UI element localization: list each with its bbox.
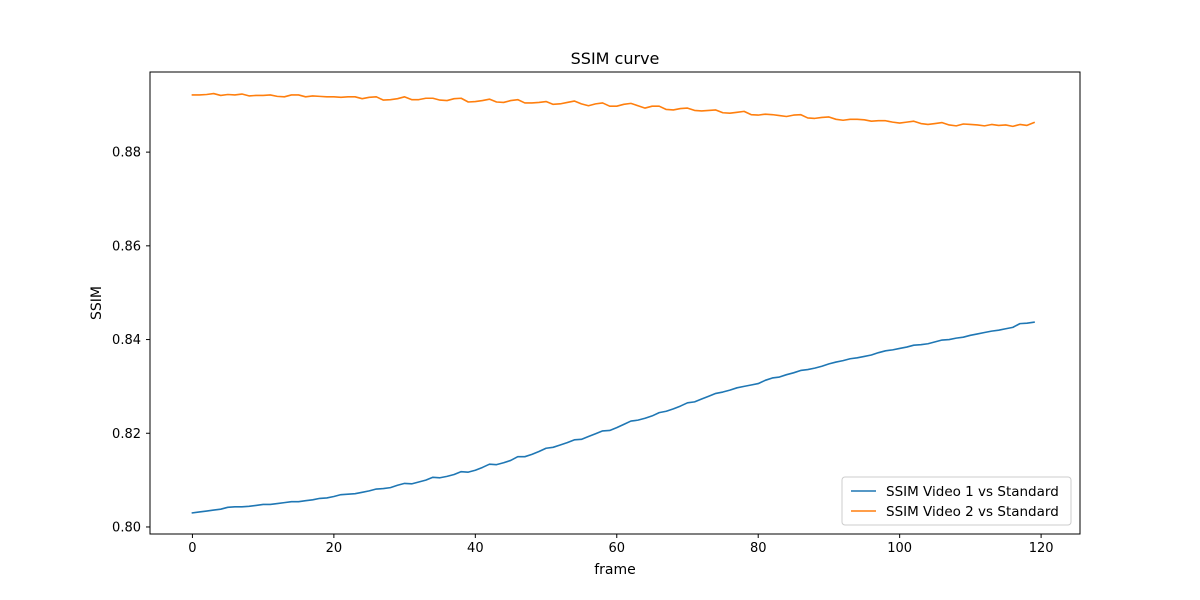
- plot-frame: [149, 71, 1081, 535]
- series-line-video-1: [191, 321, 1035, 514]
- y-axis-label: SSIM: [89, 286, 105, 320]
- x-tick-label: 0: [188, 541, 196, 556]
- y-tick-label: 0.88: [112, 146, 141, 161]
- y-tick-label: 0.86: [112, 239, 141, 254]
- y-tick-label: 0.80: [112, 520, 141, 535]
- series-line-video-2: [191, 92, 1036, 128]
- x-axis-label: frame: [594, 562, 636, 578]
- x-tick-label: 80: [750, 541, 767, 556]
- x-tick-label: 20: [326, 541, 343, 556]
- legend: SSIM Video 1 vs Standard SSIM Video 2 vs …: [841, 476, 1072, 526]
- x-tick-label: 120: [1029, 541, 1054, 556]
- y-tick-label: 0.84: [112, 333, 141, 348]
- series-layer: [191, 92, 1036, 514]
- legend-label-video-2: SSIM Video 2 vs Standard: [886, 504, 1059, 520]
- chart-title: SSIM curve: [571, 49, 660, 68]
- x-tick-label: 100: [887, 541, 912, 556]
- ticks-layer: 0 20 40 60 80 100 120 0.80 0.82 0.84 0.86 0.88: [112, 146, 1053, 556]
- x-tick-label: 40: [467, 541, 484, 556]
- legend-box: [841, 476, 1072, 526]
- x-tick-label: 60: [608, 541, 625, 556]
- legend-label-video-1: SSIM Video 1 vs Standard: [886, 484, 1059, 500]
- y-tick-label: 0.82: [112, 427, 141, 442]
